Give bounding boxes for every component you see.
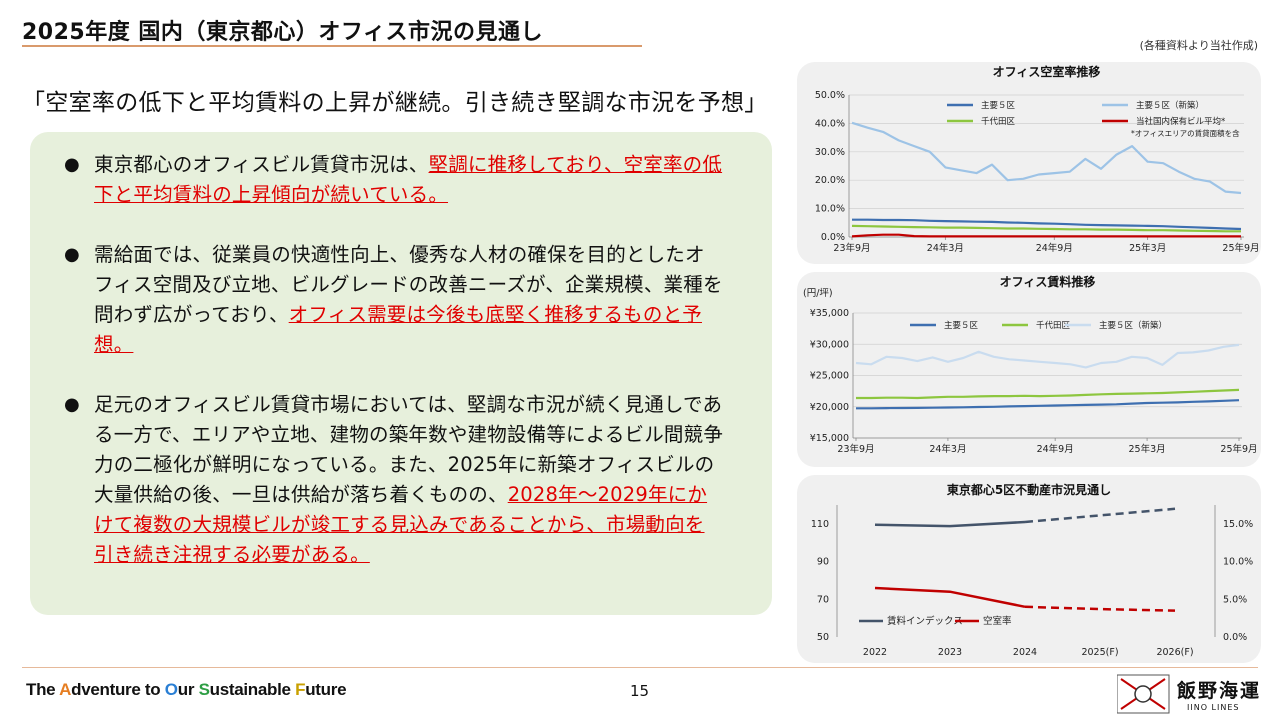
y-tick-label: ¥35,000: [810, 308, 849, 319]
chart-title: オフィス空室率推移: [993, 64, 1101, 79]
y-tick-label: 10.0%: [815, 204, 845, 215]
tagline-part: The: [26, 680, 60, 699]
bullet-item: ● 足元のオフィスビル賃貸市場においては、堅調な市況が続く見通しである一方で、エ…: [64, 390, 724, 570]
legend-label: 主要５区（新築）: [1099, 320, 1167, 331]
legend-label: 当社国内保有ビル平均*: [1136, 116, 1225, 127]
x-tick-label: 23年9月: [833, 242, 870, 254]
y-left-tick-label: 110: [811, 519, 829, 530]
x-tick-label: 25年3月: [1129, 242, 1166, 254]
tagline-part: F: [295, 680, 306, 699]
bullet-highlight: オフィス需要は今後も底堅く推移するものと予想。: [94, 303, 702, 356]
x-tick-label: 2024: [1013, 647, 1037, 658]
series-line: [856, 399, 1240, 410]
outlook-chart: 東京都心5区不動産市況見通し 50 70 90 110 0.0% 5.0% 10.0% 15.0…: [811, 482, 1253, 658]
series-line: [851, 121, 1242, 195]
title-underline: [22, 45, 642, 47]
y-tick-label: 20.0%: [815, 175, 845, 186]
bullet-text: 東京都心のオフィスビル賃貸市況は、: [94, 153, 429, 176]
tagline-part: dventure to: [71, 680, 165, 699]
legend-label: 空室率: [983, 615, 1012, 627]
x-tick-label: 23年9月: [837, 443, 874, 455]
company-name: 飯野海運: [1177, 680, 1262, 702]
page-number: 15: [630, 682, 650, 700]
x-tick-label: 24年9月: [1036, 242, 1073, 254]
tagline-part: O: [164, 680, 178, 699]
chart-title: 東京都心5区不動産市況見通し: [947, 482, 1111, 497]
legend-label: 千代田区: [1036, 320, 1071, 331]
series-line: [851, 224, 1241, 233]
footer-divider: [22, 667, 1258, 668]
y-left-tick-label: 50: [817, 632, 829, 643]
bullet-panel: [30, 132, 772, 615]
company-logo-icon: [1117, 674, 1170, 714]
y-axis-unit: (円/坪): [803, 287, 833, 299]
rent-chart-box: オフィス賃料推移 ¥15,000 ¥20,000 ¥25,000 ¥30,000 ¥35,…: [797, 272, 1261, 467]
legend-label: 賃料インデックス: [887, 615, 963, 627]
tagline-part: uture: [305, 680, 347, 699]
series-line: [855, 343, 1240, 369]
y-tick-label: ¥20,000: [810, 402, 849, 413]
headline: 「空室率の低下と平均賃料の上昇が継続。引き続き堅調な市況を予想」: [22, 90, 768, 116]
outlook-chart-box: 東京都心5区不動産市況見通し 50 70 90 110 0.0% 5.0% 10.0% 15.0…: [797, 475, 1261, 663]
y-tick-label: ¥30,000: [810, 339, 849, 350]
series-line: [851, 233, 1241, 238]
vacancy-chart-box: オフィス空室率推移 0.0% 10.0% 20.0% 30.0% 40.0% 50.0% 23…: [797, 62, 1261, 264]
legend-label: 主要５区（新築）: [1136, 100, 1204, 111]
y-right-tick-label: 0.0%: [1223, 632, 1247, 643]
series-line-actual: [874, 586, 1026, 609]
bullet-list: ● 東京都心のオフィスビル賃貸市況は、堅調に推移しており、空室率の低下と平均賃料…: [64, 150, 724, 600]
legend-label: 主要５区: [944, 320, 979, 331]
bullet-dot-icon: ●: [64, 154, 80, 175]
x-tick-label: 2026(F): [1156, 647, 1193, 658]
x-tick-label: 2023: [938, 647, 962, 658]
y-tick-label: ¥25,000: [810, 371, 849, 382]
x-tick-label: 25年3月: [1129, 443, 1166, 455]
bullet-dot-icon: ●: [64, 244, 80, 265]
tagline-part: S: [198, 680, 210, 699]
series-line-forecast: [1024, 605, 1176, 612]
bullet-item: ● 需給面では、従業員の快適性向上、優秀な人材の確保を目的としたオフィス空間及び…: [64, 240, 724, 360]
y-right-tick-label: 5.0%: [1223, 594, 1247, 605]
series-line-actual: [874, 520, 1026, 528]
bullet-dot-icon: ●: [64, 394, 80, 415]
y-tick-label: 40.0%: [815, 118, 845, 129]
series-line: [856, 388, 1240, 400]
tagline-part: ustainable: [209, 680, 296, 699]
chart-title: オフィス賃料推移: [1000, 274, 1096, 289]
y-left-tick-label: 90: [817, 557, 829, 568]
y-left-tick-label: 70: [817, 594, 829, 605]
y-tick-label: ¥15,000: [810, 433, 849, 444]
series-line: [852, 218, 1242, 231]
x-tick-label: 24年9月: [1037, 443, 1074, 455]
y-right-tick-label: 15.0%: [1223, 519, 1253, 530]
source-note: (各種資料より当社作成): [1139, 39, 1258, 52]
tagline-part: A: [59, 680, 72, 699]
bullet-text: 需給面では、従業員の快適性向上、優秀な人材の確保を目的としたオフィス空間及び立地…: [94, 243, 723, 326]
vacancy-chart: オフィス空室率推移 0.0% 10.0% 20.0% 30.0% 40.0% 50.0% 23…: [815, 64, 1260, 254]
bullet-text: 足元のオフィスビル賃貸市場においては、堅調な市況が続く見通しである一方で、エリア…: [94, 393, 724, 506]
x-tick-label: 25年9月: [1222, 242, 1259, 254]
x-tick-label: 25年9月: [1220, 443, 1257, 455]
bullet-item: ● 東京都心のオフィスビル賃貸市況は、堅調に推移しており、空室率の低下と平均賃料…: [64, 150, 724, 210]
bullet-highlight: 2028年～2029年にかけて複数の大規模ビルが竣工する見込みであることから、市…: [94, 483, 708, 566]
x-tick-label: 24年3月: [927, 242, 964, 254]
x-tick-label: 24年3月: [929, 443, 966, 455]
y-tick-label: 30.0%: [815, 147, 845, 158]
y-tick-label: 50.0%: [815, 90, 845, 101]
footer-tagline: The Adventure to Our Sustainable Future: [26, 680, 347, 700]
series-line-forecast: [1024, 507, 1176, 524]
company-name-en: IINO LINES: [1187, 703, 1240, 712]
x-tick-label: 2022: [863, 647, 887, 658]
y-right-tick-label: 10.0%: [1223, 557, 1253, 568]
y-tick-label: 0.0%: [821, 232, 845, 243]
legend-label: 主要５区: [981, 100, 1016, 111]
x-tick-label: 2025(F): [1081, 647, 1118, 658]
chart-footnote: *オフィスエリアの賃貸面積を含: [1131, 128, 1240, 138]
bullet-highlight: 堅調に推移しており、空室率の低下と平均賃料の上昇傾向が続いている。: [94, 153, 723, 206]
legend-label: 千代田区: [981, 116, 1016, 127]
rent-chart: オフィス賃料推移 ¥15,000 ¥20,000 ¥25,000 ¥30,000 ¥35,…: [803, 274, 1258, 455]
tagline-part: ur: [177, 680, 199, 699]
page-title: 2025年度 国内（東京都心）オフィス市況の見通し: [22, 20, 543, 45]
